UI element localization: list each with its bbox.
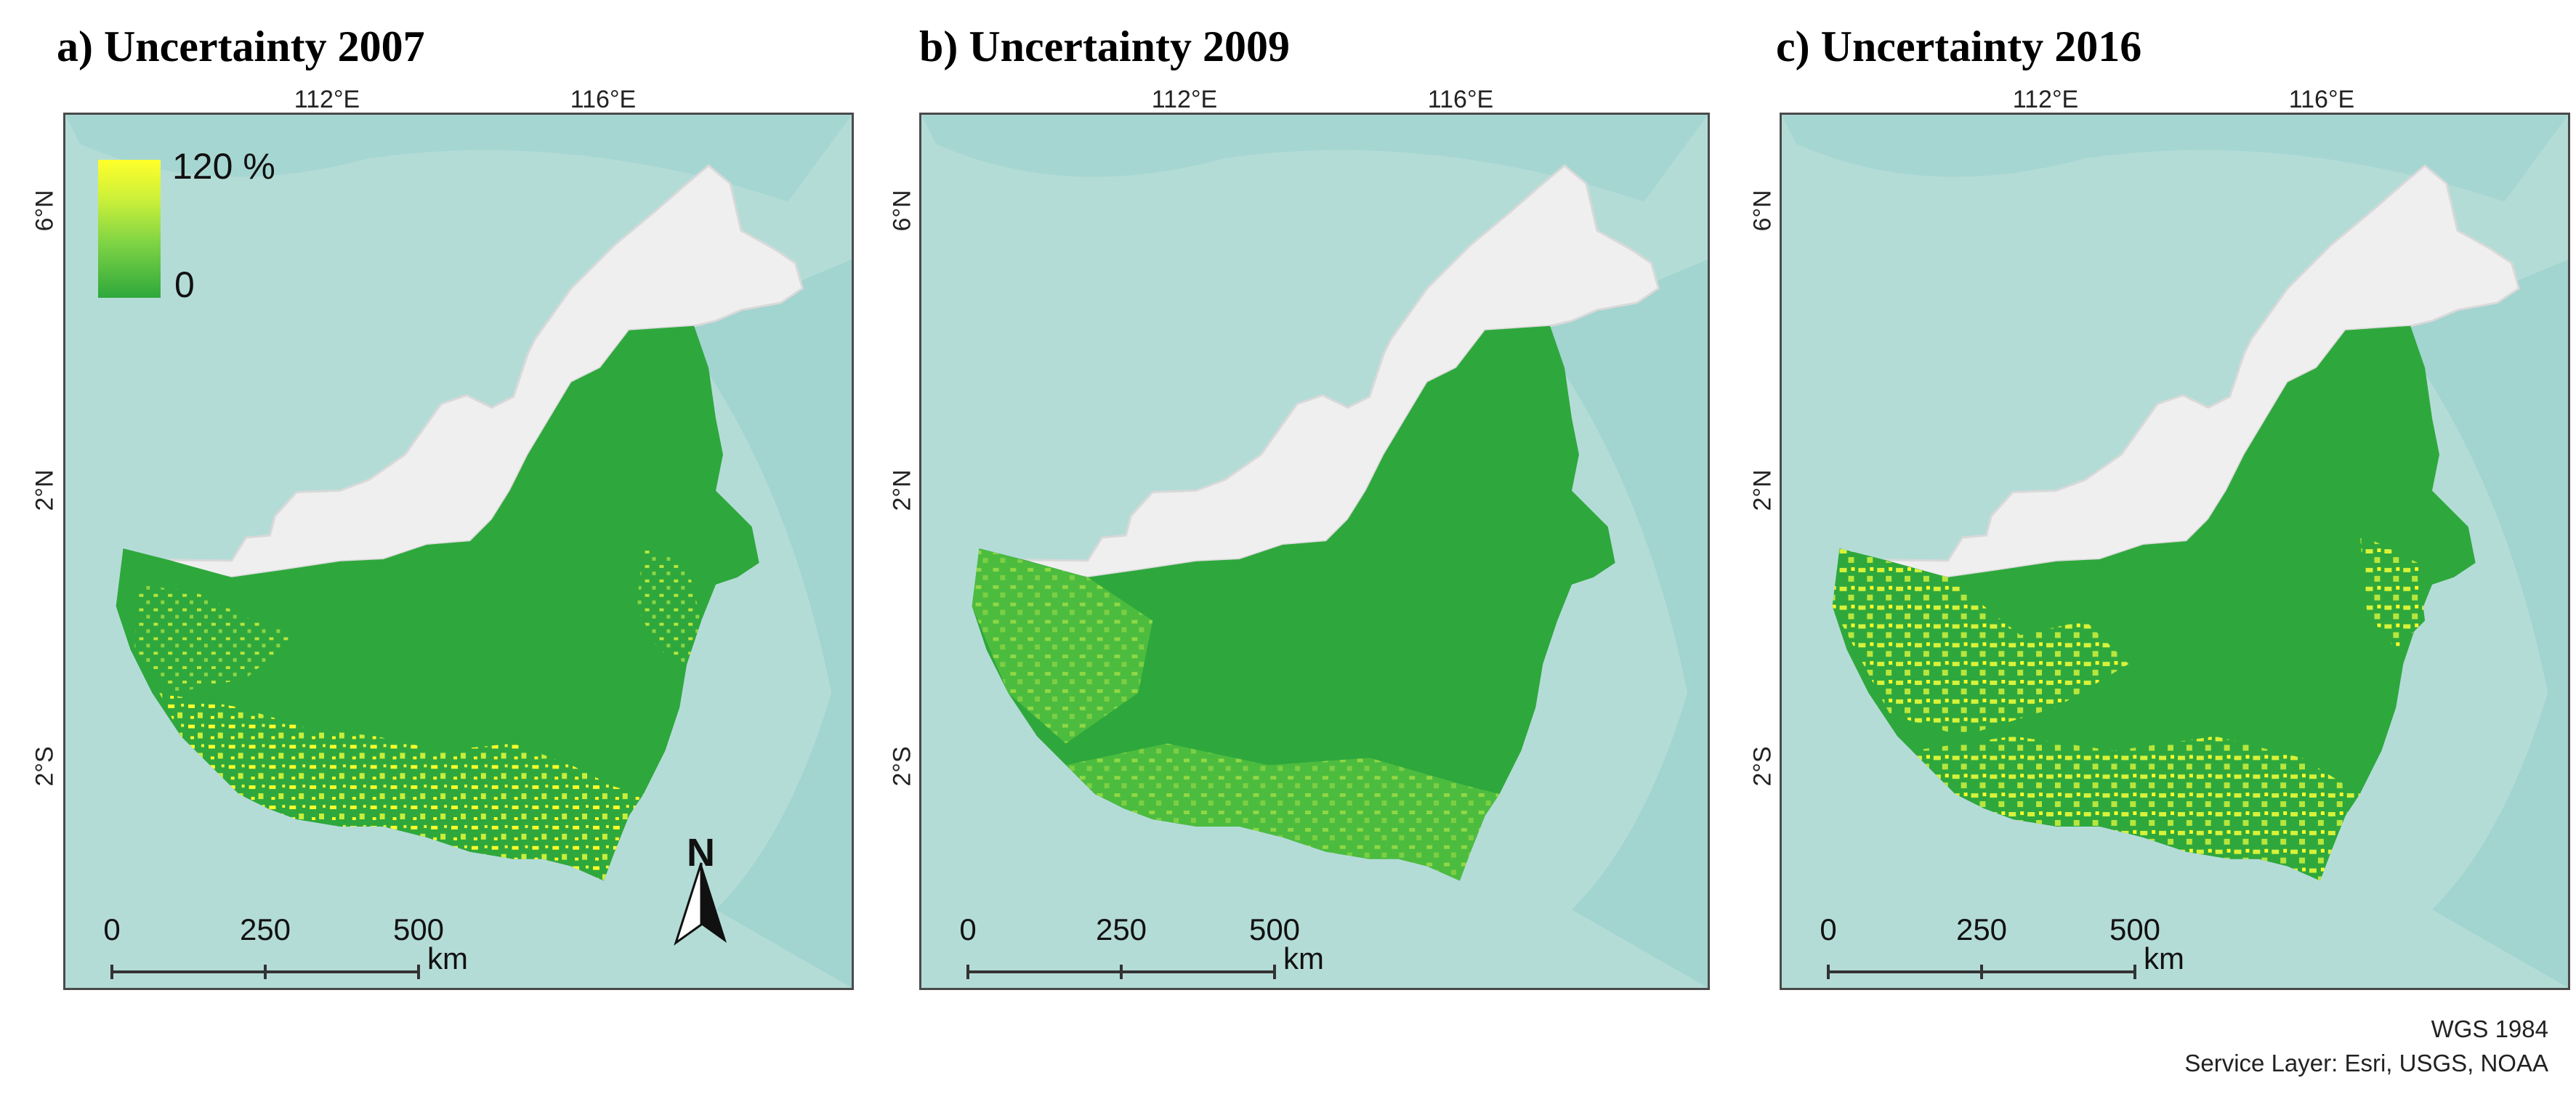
credit-datum: WGS 1984 [2431, 1015, 2548, 1042]
uncertainty-patch [972, 548, 1153, 744]
lon-label-116-c: 116°E [2288, 86, 2355, 113]
north-arrow-label: N [687, 831, 715, 875]
scale-bar [1827, 965, 2136, 979]
uncertainty-patch [2359, 534, 2426, 650]
lat-label-2n-a: 2°N [31, 469, 59, 511]
panel-title-a: a) Uncertainty 2007 [57, 23, 425, 70]
land-north-borneo [1021, 164, 1660, 579]
map-a-svg [65, 115, 852, 988]
lon-label-116-a: 116°E [570, 86, 637, 113]
legend-max-label: 120 % [172, 146, 275, 187]
credit-service-layer: Service Layer: Esri, USGS, NOAA [2184, 1050, 2548, 1076]
lat-label-2s-a: 2°S [31, 746, 59, 787]
lon-label-116-b: 116°E [1427, 86, 1494, 113]
scale-unit: km [427, 941, 468, 976]
uncertainty-patch [1065, 743, 1500, 881]
scale-tick-0: 0 [103, 912, 121, 946]
legend-color-ramp [98, 160, 161, 298]
lat-label-2n-b: 2°N [888, 469, 916, 511]
map-panel-b: 0 250 500 km [919, 113, 1710, 990]
uncertainty-patch [1912, 736, 2360, 881]
sea-shade [2396, 259, 2568, 988]
scale-tick-500: 500 [2109, 912, 2161, 946]
lat-label-6n-a: 6°N [31, 190, 59, 232]
lat-label-2s-b: 2°S [888, 746, 916, 787]
scale-bar [966, 965, 1276, 979]
scale-tick-500: 500 [1248, 912, 1301, 946]
scale-tick-0: 0 [959, 912, 977, 946]
lat-label-2n-c: 2°N [1748, 469, 1777, 511]
lon-label-112-a: 112°E [294, 86, 360, 113]
scale-tick-250: 250 [239, 912, 291, 946]
lon-label-112-c: 112°E [2012, 86, 2079, 113]
lat-label-6n-b: 6°N [888, 190, 916, 232]
scale-unit: km [2144, 941, 2184, 976]
sea-shade [679, 259, 852, 988]
sea-shade [1782, 115, 2568, 202]
legend-min-label: 0 [174, 264, 195, 305]
scale-tick-250: 250 [1095, 912, 1147, 946]
lat-label-6n-c: 6°N [1748, 190, 1777, 232]
scale-tick-250: 250 [1955, 912, 2008, 946]
lon-label-112-b: 112°E [1151, 86, 1218, 113]
sea-shade [65, 115, 852, 202]
north-arrow-icon [674, 862, 727, 946]
sea-shade [1535, 259, 1708, 988]
panel-title-c: c) Uncertainty 2016 [1776, 23, 2142, 70]
forest-area [972, 325, 1615, 881]
uncertainty-patch [636, 548, 702, 665]
map-b-svg [921, 115, 1708, 988]
panel-title-b: b) Uncertainty 2009 [919, 23, 1290, 70]
lat-label-2s-c: 2°S [1748, 746, 1777, 787]
scale-bar [110, 965, 420, 979]
map-panel-a: 120 % 0 N 0 250 500 km [63, 113, 854, 990]
map-panel-c: 0 250 500 km [1780, 113, 2570, 990]
map-c-svg [1782, 115, 2568, 988]
uncertainty-patch [134, 584, 297, 693]
scale-unit: km [1283, 941, 1324, 976]
scale-tick-500: 500 [392, 912, 445, 946]
sea-shade [921, 115, 1708, 202]
uncertainty-patch [159, 692, 644, 881]
uncertainty-patch [1832, 548, 2129, 737]
scale-tick-0: 0 [1820, 912, 1837, 946]
